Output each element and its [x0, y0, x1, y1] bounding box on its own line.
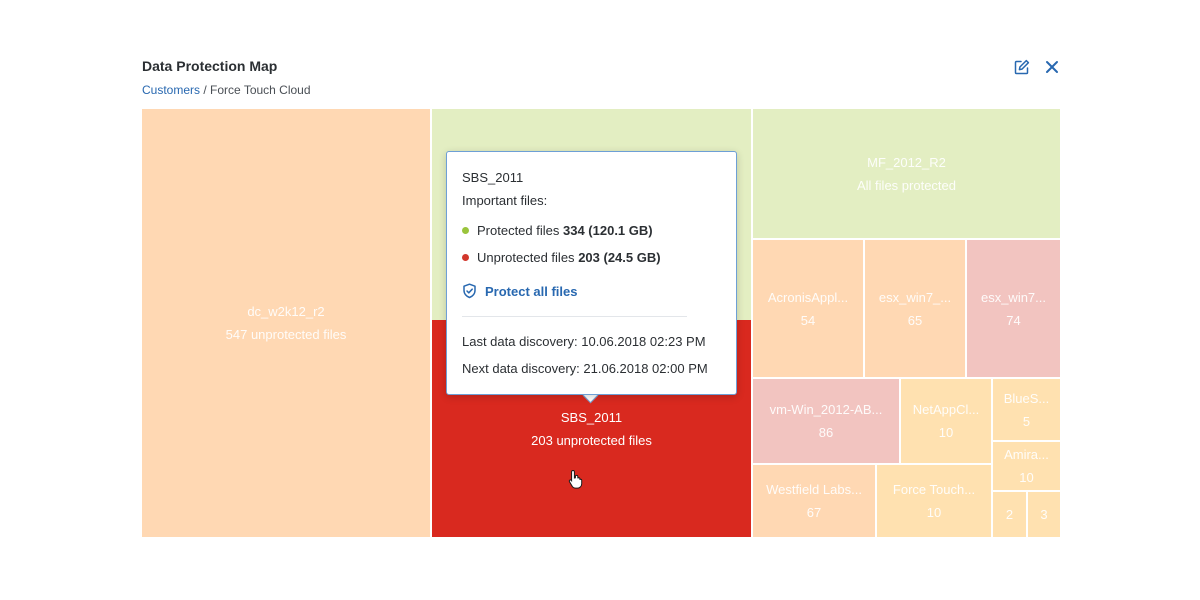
tile-value: 5: [1022, 413, 1031, 429]
unprotected-label: Unprotected files: [477, 250, 575, 265]
treemap-tile[interactable]: dc_w2k12_r2 547 unprotected files: [142, 109, 432, 537]
tile-name: Amira...: [1004, 447, 1049, 462]
tooltip-divider: [462, 316, 687, 317]
last-discovery-text: Last data discovery: 10.06.2018 02:23 PM: [462, 334, 706, 349]
protect-all-label: Protect all files: [485, 283, 578, 299]
tooltip: SBS_2011 Important files: Protected file…: [446, 151, 737, 395]
tile-value: 86: [818, 425, 834, 440]
tile-name: esx_win7...: [980, 289, 1047, 305]
tile-value: 3: [1040, 507, 1048, 522]
tile-value: 74: [1006, 312, 1021, 328]
tile-name: vm-Win_2012-AB...: [769, 402, 883, 417]
tile-value: 203 unprotected files: [531, 433, 652, 448]
tile-value: 10: [1019, 470, 1034, 485]
tile-name: MF_2012_R2: [867, 155, 946, 170]
unprotected-value: 203 (24.5 GB): [578, 250, 661, 265]
shield-check-icon: [463, 283, 476, 299]
tooltip-title: SBS_2011: [462, 170, 524, 185]
protect-all-button[interactable]: Protect all files: [462, 283, 577, 299]
tile-name: dc_w2k12_r2: [247, 304, 325, 319]
treemap-tile[interactable]: Amira... 10: [993, 442, 1060, 492]
tile-value: 65: [907, 312, 923, 328]
tile-value: 67: [806, 505, 822, 520]
breadcrumb-separator: /: [200, 83, 211, 97]
edit-icon: [1014, 59, 1030, 75]
tile-value: 2: [1005, 507, 1014, 522]
treemap-tile[interactable]: 2: [993, 492, 1028, 537]
tile-name: Force Touch...: [892, 482, 976, 497]
tile-value: All files protected: [857, 178, 956, 193]
tile-name: esx_win7_...: [878, 289, 952, 305]
edit-button[interactable]: [1011, 56, 1033, 78]
tile-name: SBS_2011: [560, 410, 623, 425]
tooltip-subtitle: Important files:: [462, 193, 548, 208]
tile-name: Westfield Labs...: [766, 482, 862, 497]
close-button[interactable]: [1041, 56, 1063, 78]
treemap-tile[interactable]: Force Touch... 10: [877, 465, 993, 537]
breadcrumb-link-customers[interactable]: Customers: [142, 83, 201, 97]
treemap-tile[interactable]: BlueS... 5: [993, 379, 1060, 442]
protected-value: 334 (120.1 GB): [563, 223, 653, 238]
treemap-tile[interactable]: AcronisAppl... 54: [753, 240, 865, 379]
tile-name: AcronisAppl...: [767, 289, 849, 305]
tile-value: 10: [926, 505, 942, 520]
tile-value: 54: [800, 312, 816, 328]
treemap-tile[interactable]: vm-Win_2012-AB... 86: [753, 379, 901, 465]
tile-value: 10: [938, 425, 954, 440]
treemap-tile[interactable]: esx_win7... 74: [967, 240, 1060, 379]
green-dot-icon: [462, 227, 469, 234]
unprotected-files-row: Unprotected files 203 (24.5 GB): [462, 250, 661, 265]
protected-label: Protected files: [477, 223, 560, 238]
treemap-tile[interactable]: Westfield Labs... 67: [753, 465, 877, 537]
tile-name: NetAppCl...: [912, 402, 980, 417]
treemap-tile[interactable]: esx_win7_... 65: [865, 240, 967, 379]
next-discovery-text: Next data discovery: 21.06.2018 02:00 PM: [462, 361, 708, 376]
hand-pointer-icon: [568, 469, 583, 489]
treemap-tile[interactable]: 3: [1028, 492, 1060, 537]
breadcrumb-current: Force Touch Cloud: [210, 83, 311, 97]
treemap-tile[interactable]: NetAppCl... 10: [901, 379, 993, 465]
red-dot-icon: [462, 254, 469, 261]
tile-value: 547 unprotected files: [225, 327, 347, 342]
breadcrumb: Customers / Force Touch Cloud: [142, 83, 311, 97]
close-icon: [1046, 61, 1058, 73]
protected-files-row: Protected files 334 (120.1 GB): [462, 223, 653, 238]
tile-name: BlueS...: [1003, 390, 1050, 406]
treemap-tile[interactable]: MF_2012_R2 All files protected: [753, 109, 1060, 240]
page-title: Data Protection Map: [142, 58, 278, 74]
